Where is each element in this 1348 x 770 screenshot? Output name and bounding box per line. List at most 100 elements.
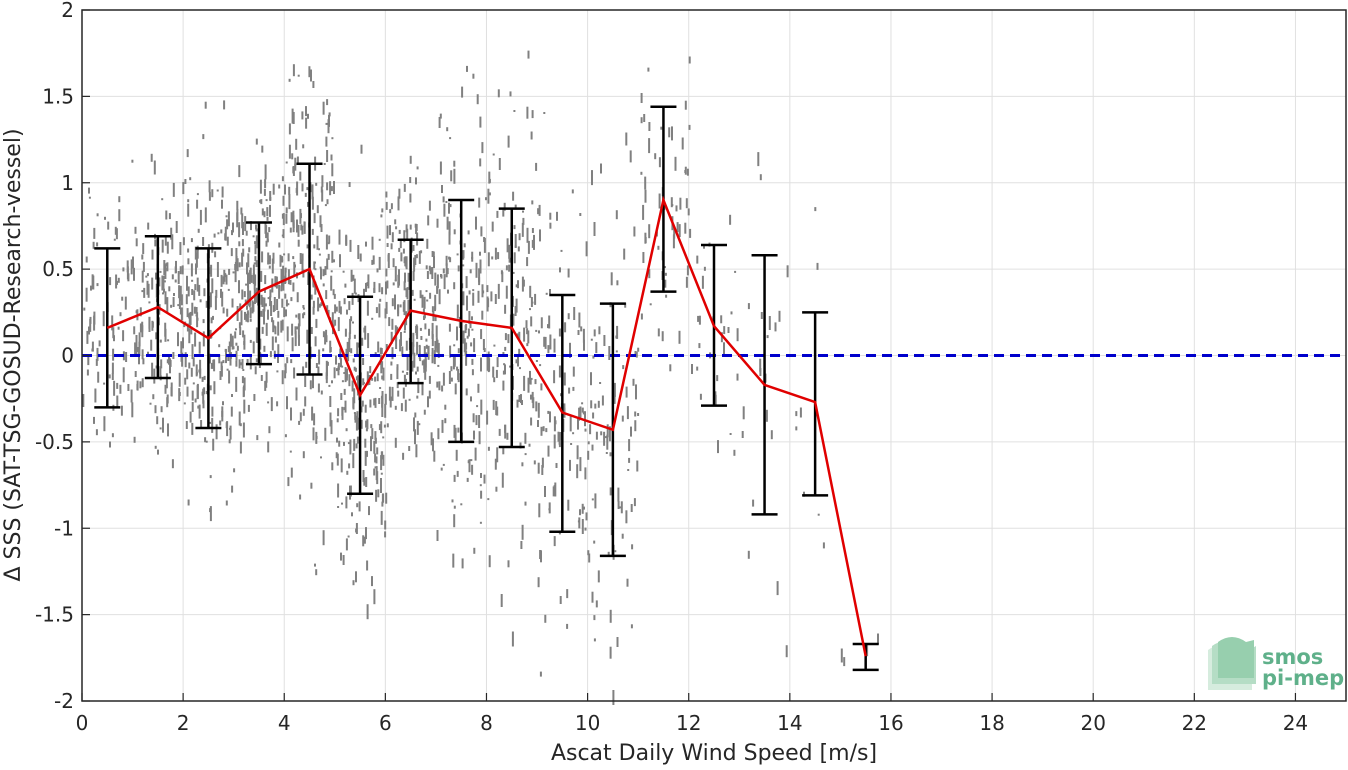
- scatter-point: [495, 369, 498, 378]
- scatter-point: [613, 382, 616, 397]
- scatter-point: [236, 258, 239, 272]
- scatter-point: [141, 378, 144, 388]
- scatter-point: [255, 228, 258, 232]
- scatter-point: [331, 250, 334, 263]
- scatter-point: [277, 310, 280, 318]
- scatter-point: [434, 272, 437, 286]
- scatter-point: [416, 166, 419, 170]
- scatter-point: [281, 213, 284, 219]
- scatter-point: [170, 382, 173, 397]
- scatter-point: [315, 431, 318, 444]
- scatter-point: [822, 542, 825, 549]
- scatter-point: [496, 447, 499, 463]
- scatter-point: [280, 320, 283, 333]
- scatter-point: [209, 292, 212, 308]
- scatter-point: [366, 371, 369, 386]
- scatter-point: [616, 280, 619, 286]
- scatter-point: [431, 267, 434, 279]
- scatter-point: [174, 266, 177, 274]
- scatter-point: [296, 219, 298, 233]
- scatter-point: [547, 345, 550, 354]
- scatter-point: [219, 420, 222, 426]
- scatter-point: [208, 191, 211, 201]
- scatter-point: [357, 417, 360, 430]
- scatter-point: [365, 477, 368, 487]
- scatter-point: [196, 277, 199, 292]
- scatter-point: [381, 287, 384, 295]
- scatter-point: [438, 289, 441, 305]
- scatter-point: [356, 411, 359, 425]
- scatter-point: [648, 122, 651, 131]
- scatter-point: [448, 202, 450, 214]
- scatter-point: [119, 312, 122, 317]
- x-tick-label: 0: [76, 711, 89, 735]
- scatter-point: [337, 483, 340, 498]
- scatter-point: [600, 431, 603, 436]
- scatter-point: [226, 421, 229, 437]
- scatter-point: [161, 239, 164, 253]
- scatter-point: [462, 255, 465, 260]
- scatter-point: [559, 267, 561, 273]
- scatter-point: [213, 381, 216, 395]
- scatter-point: [277, 356, 279, 363]
- scatter-point: [265, 322, 268, 336]
- scatter-point: [378, 238, 381, 241]
- scatter-point: [385, 344, 388, 351]
- scatter-point: [717, 440, 719, 454]
- scatter-point: [701, 275, 704, 289]
- scatter-point: [320, 224, 323, 232]
- scatter-point: [252, 341, 255, 354]
- scatter-point: [264, 179, 267, 189]
- scatter-point: [642, 252, 645, 263]
- scatter-point: [269, 191, 272, 200]
- scatter-point: [375, 456, 378, 464]
- scatter-point: [488, 171, 491, 184]
- scatter-point: [373, 589, 376, 605]
- scatter-point: [267, 297, 270, 300]
- scatter-point: [544, 336, 547, 349]
- scatter-point: [593, 615, 596, 621]
- scatter-point: [332, 289, 335, 296]
- scatter-point: [317, 383, 320, 393]
- scatter-point: [406, 355, 409, 371]
- scatter-point: [412, 270, 415, 281]
- scatter-point: [185, 421, 188, 429]
- scatter-point: [268, 227, 271, 233]
- scatter-point: [365, 241, 367, 247]
- scatter-point: [289, 227, 292, 233]
- scatter-point: [448, 323, 451, 332]
- scatter-point: [567, 313, 570, 320]
- scatter-point: [345, 538, 348, 551]
- scatter-point: [511, 631, 514, 647]
- scatter-point: [220, 229, 223, 234]
- scatter-point: [227, 211, 230, 227]
- scatter-point: [392, 258, 395, 268]
- scatter-point: [298, 334, 300, 346]
- scatter-point: [608, 426, 611, 442]
- scatter-point: [542, 426, 545, 432]
- scatter-point: [327, 242, 330, 245]
- scatter-point: [311, 228, 314, 235]
- scatter-point: [195, 307, 198, 314]
- scatter-point: [471, 328, 474, 331]
- x-tick-label: 10: [575, 711, 600, 735]
- scatter-point: [535, 329, 538, 332]
- scatter-point: [420, 250, 423, 254]
- scatter-point: [235, 376, 238, 392]
- scatter-point: [345, 428, 348, 432]
- scatter-point: [270, 301, 273, 316]
- scatter-point: [116, 382, 119, 389]
- scatter-point: [649, 303, 652, 306]
- scatter-point: [415, 254, 418, 259]
- scatter-point: [357, 342, 360, 348]
- scatter-point: [470, 396, 472, 402]
- scatter-point: [243, 377, 246, 391]
- scatter-point: [291, 153, 294, 160]
- scatter-point: [360, 406, 363, 413]
- scatter-point: [235, 248, 238, 263]
- scatter-point: [282, 229, 285, 239]
- scatter-point: [329, 396, 332, 407]
- scatter-point: [337, 317, 340, 332]
- scatter-point: [276, 401, 279, 407]
- scatter-point: [643, 114, 646, 122]
